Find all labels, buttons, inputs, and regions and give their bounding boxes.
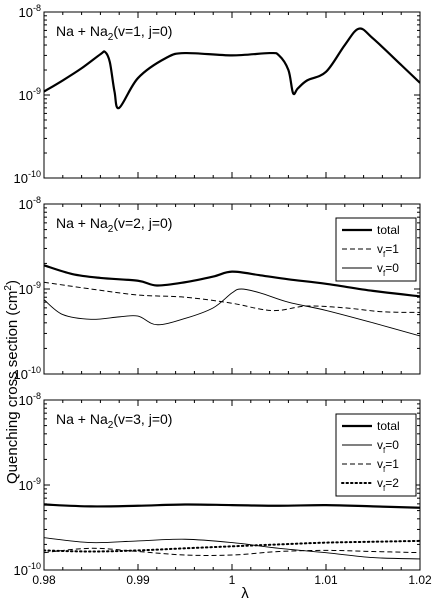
x-tick-label: 1.01 bbox=[314, 573, 338, 587]
legend-label: vf=0 bbox=[377, 438, 399, 455]
y-tick-label: 10-10 bbox=[14, 561, 41, 578]
series-line-1 bbox=[44, 264, 420, 298]
y-tick-label-exp: -8 bbox=[33, 391, 41, 401]
y-tick-label-base: 10 bbox=[19, 393, 33, 408]
series-line-1 bbox=[44, 503, 420, 509]
y-tick-label-base: 10 bbox=[19, 88, 33, 103]
x-tick-label: 1 bbox=[229, 573, 236, 587]
series-line-3 bbox=[44, 547, 420, 556]
legend-label-pre: v bbox=[377, 476, 383, 490]
y-tick-label-base: 10 bbox=[19, 5, 33, 20]
legend-box bbox=[335, 217, 417, 282]
y-axis-label-close: ) bbox=[4, 280, 21, 285]
legend-label-post: =2 bbox=[385, 476, 399, 490]
y-axis-label-main: Quenching cross section (cm bbox=[4, 291, 21, 484]
legend-label: vf=0 bbox=[377, 261, 399, 278]
legend-label-sub: f bbox=[383, 446, 386, 455]
panel-title-post: (v=3, j=0) bbox=[113, 411, 172, 427]
y-tick-label: 10-9 bbox=[19, 280, 41, 297]
legend-label: total bbox=[377, 223, 400, 237]
y-tick-label-base: 10 bbox=[14, 563, 28, 578]
y-tick-label-exp: -9 bbox=[33, 86, 41, 96]
legend-label-post: =0 bbox=[385, 261, 399, 275]
y-tick-label-base: 10 bbox=[19, 478, 33, 493]
y-tick-label-exp: -9 bbox=[33, 476, 41, 486]
y-tick-label: 10-9 bbox=[19, 476, 41, 493]
y-tick-label-exp: -10 bbox=[28, 561, 41, 571]
y-tick-label-base: 10 bbox=[14, 367, 28, 382]
y-tick-label: 10-8 bbox=[19, 391, 41, 408]
legend-label-sub: f bbox=[383, 250, 386, 259]
legend-label-post: =0 bbox=[385, 438, 399, 452]
legend-label-sub: f bbox=[383, 269, 386, 278]
y-tick-label-exp: -9 bbox=[33, 280, 41, 290]
y-axis-label: Quenching cross section (cm2) bbox=[3, 280, 21, 484]
legend-label-post: =1 bbox=[385, 457, 399, 471]
x-tick-label: 0.98 bbox=[32, 573, 56, 587]
y-tick-label-exp: -8 bbox=[33, 195, 41, 205]
y-tick-label-exp: -8 bbox=[33, 3, 41, 13]
y-tick-label-base: 10 bbox=[19, 282, 33, 297]
panel-title-post: (v=2, j=0) bbox=[113, 215, 172, 231]
x-tick-label: 1.02 bbox=[408, 573, 432, 587]
y-tick-label-base: 10 bbox=[19, 197, 33, 212]
panel-title: Na + Na2(v=1, j=0) bbox=[56, 23, 172, 43]
x-axis-label: λ bbox=[241, 585, 249, 602]
y-tick-label: 10-8 bbox=[19, 3, 41, 20]
legend-label-pre: v bbox=[377, 438, 383, 452]
y-tick-label-base: 10 bbox=[14, 171, 28, 186]
series-line-4 bbox=[44, 539, 420, 553]
series-line-2 bbox=[44, 281, 420, 313]
legend-box bbox=[335, 413, 417, 497]
legend-label: total bbox=[377, 419, 400, 433]
panel-title-sub: 2 bbox=[108, 224, 114, 235]
legend-label-post: =1 bbox=[385, 242, 399, 256]
panel-title-pre: Na + Na bbox=[56, 215, 108, 231]
panel-title-pre: Na + Na bbox=[56, 23, 108, 39]
panel-title-sub: 2 bbox=[108, 420, 114, 431]
legend-label-pre: v bbox=[377, 261, 383, 275]
y-axis-label-sup: 2 bbox=[3, 285, 14, 291]
legend-label-pre: v bbox=[377, 457, 383, 471]
legend-label-sub: f bbox=[383, 484, 386, 493]
panel-title-sub: 2 bbox=[108, 32, 114, 43]
y-tick-label: 10-10 bbox=[14, 169, 41, 186]
panel-title-pre: Na + Na bbox=[56, 411, 108, 427]
y-tick-label-exp: -10 bbox=[28, 169, 41, 179]
legend-label-pre: v bbox=[377, 242, 383, 256]
legend-label: vf=2 bbox=[377, 476, 399, 493]
panel-title-post: (v=1, j=0) bbox=[113, 23, 172, 39]
panel-title: Na + Na2(v=2, j=0) bbox=[56, 215, 172, 235]
legend-label-sub: f bbox=[383, 465, 386, 474]
legend-label: vf=1 bbox=[377, 242, 399, 259]
panel-title: Na + Na2(v=3, j=0) bbox=[56, 411, 172, 431]
legend-label: vf=1 bbox=[377, 457, 399, 474]
y-tick-label: 10-9 bbox=[19, 86, 41, 103]
y-tick-label-exp: -10 bbox=[28, 365, 41, 375]
series-line-1 bbox=[44, 27, 420, 110]
series-line-2 bbox=[44, 537, 420, 560]
series-line-3 bbox=[44, 288, 420, 337]
y-tick-label: 10-10 bbox=[14, 365, 41, 382]
x-tick-label: 0.99 bbox=[126, 573, 150, 587]
y-tick-label: 10-8 bbox=[19, 195, 41, 212]
